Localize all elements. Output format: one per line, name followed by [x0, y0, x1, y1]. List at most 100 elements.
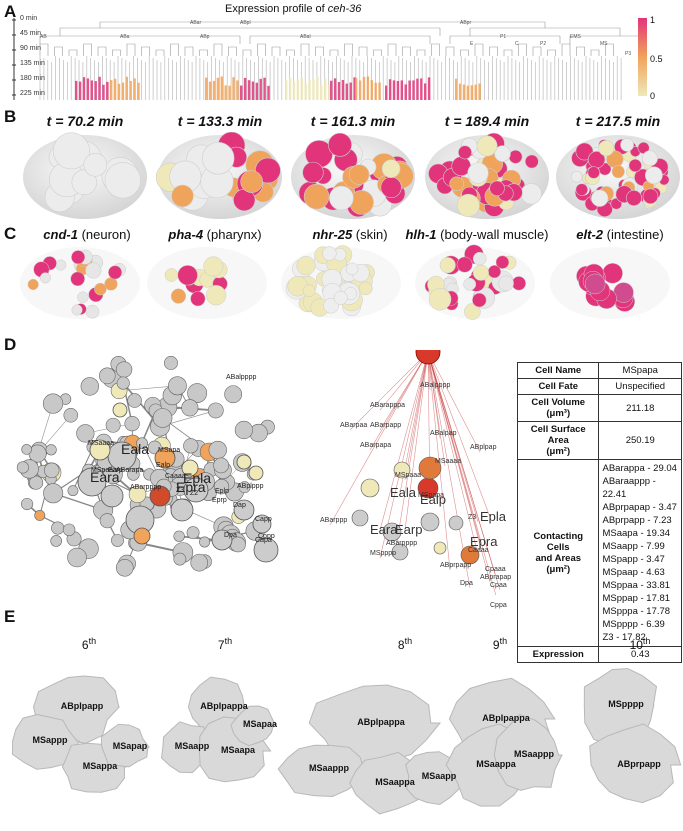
tissue-cell [428, 287, 452, 311]
lineage-branch [83, 43, 92, 56]
network-node-label: ABalpppp [226, 374, 257, 381]
tissue-cell [77, 291, 89, 303]
tissue-cell [94, 282, 107, 296]
ordinal-number: 7 [217, 638, 225, 652]
contact-label-1: Contacting [533, 531, 584, 542]
cell-shape-label: MSaapa [220, 745, 255, 755]
expression-bar [312, 79, 315, 100]
expression-bar [228, 85, 231, 100]
lineage-label: P2 [540, 41, 547, 47]
time-tick-label: 0 min [20, 15, 38, 22]
panel-a-title-gene: ceh-36 [327, 3, 362, 15]
tissue-cell [39, 272, 51, 284]
embryo-cell [303, 183, 330, 210]
lineage-label: ABar [190, 20, 202, 26]
cell-shape-label: MSaappp [308, 763, 349, 773]
network-node [213, 457, 230, 474]
lineage-tree [12, 18, 647, 100]
network-node-label: MSaaaa [88, 440, 115, 447]
network-node [43, 483, 64, 504]
tissue-cell [345, 262, 359, 276]
contact-unit: (μm²) [546, 564, 571, 575]
embryo-cell [611, 165, 625, 179]
cell-name-label: Cell Name [516, 362, 600, 379]
network-node [208, 440, 227, 460]
embryo-cell [348, 164, 370, 185]
embryo-cell [628, 158, 642, 173]
lineage-branch [445, 46, 455, 56]
star-node [391, 543, 409, 561]
contact-entry: MSppaa - 33.81 [602, 580, 671, 591]
embryo-cell [458, 145, 472, 160]
ordinal-number: 6 [81, 638, 89, 652]
lineage-branch [126, 43, 136, 56]
gene-name: hlh-1 [405, 227, 437, 242]
star-node-label: MSaaaa [435, 458, 462, 465]
expression-bar [345, 83, 348, 100]
network-node [181, 399, 199, 417]
tissue-cell [511, 276, 526, 291]
expression-bar [316, 76, 319, 100]
cell-shape-label: ABplpappa [200, 701, 248, 711]
expression-bar [412, 80, 415, 100]
network-node [213, 478, 230, 495]
tissue-cell [487, 265, 502, 279]
lineage-branch [39, 43, 49, 56]
embryo-cell [381, 159, 401, 178]
star-node-label: ABprpapp [440, 562, 472, 569]
gene-name: nhr-25 [312, 227, 353, 242]
star-node-label: ABarpapp [370, 422, 402, 429]
star-node [420, 512, 440, 532]
embryo-cell [83, 152, 108, 177]
embryo-cell [642, 150, 658, 167]
embryo-cell [575, 142, 594, 161]
ordinal-suffix: th [88, 636, 97, 646]
time-tick-label: 180 min [20, 75, 45, 82]
network-node [34, 509, 46, 521]
expression-bar [404, 84, 407, 100]
embryo-cell [591, 189, 609, 207]
network-node [164, 356, 178, 370]
panel-b-label: B [4, 107, 17, 126]
star-node-label: ABplpap [470, 444, 497, 451]
lineage-label: C [515, 41, 519, 47]
star-node-label: ABarppp [320, 517, 348, 524]
star-node-label: Eala [390, 485, 417, 500]
expression-bar [392, 80, 396, 100]
tissue-cell [439, 257, 456, 274]
tissue-cell [205, 285, 227, 306]
lineage-label: P3 [625, 51, 632, 57]
embryo-cell [329, 185, 354, 211]
tissue-cell [71, 250, 86, 265]
contact-entry: Z3 - 17.82 [602, 632, 646, 643]
star-edge [404, 351, 429, 481]
neighbor-ordinal: 7th [205, 636, 245, 652]
tissue-cell [322, 246, 337, 261]
network-node [127, 393, 142, 408]
lineage-branch [344, 43, 353, 56]
embryo-cell [467, 162, 489, 184]
expression-bar [300, 77, 303, 100]
network-node [173, 552, 187, 566]
tissue-cell [164, 268, 179, 282]
network-node [76, 424, 95, 443]
star-edge [349, 351, 429, 431]
contact-label-2: Cells [546, 542, 570, 553]
lineage-label: ABal [300, 34, 311, 40]
expression-bar [102, 84, 105, 100]
expression-bar [466, 85, 470, 100]
time-tick-label: 135 min [20, 60, 45, 67]
lineage-branch [547, 49, 556, 56]
network-edge [132, 410, 157, 464]
cell-fate-value: Unspecified [598, 378, 682, 395]
network-node-label: Capp [255, 516, 272, 523]
embryo-cell [240, 170, 263, 193]
network-node-label: Earp [108, 467, 123, 474]
expression-bar [349, 82, 352, 100]
expression-label: Expression [516, 646, 600, 663]
cell-shape-blob [493, 714, 563, 791]
expression-bar [220, 76, 223, 100]
network-hub-node [236, 454, 252, 470]
embryo-cell [520, 183, 542, 205]
network-node-label: Z3 [176, 487, 185, 494]
